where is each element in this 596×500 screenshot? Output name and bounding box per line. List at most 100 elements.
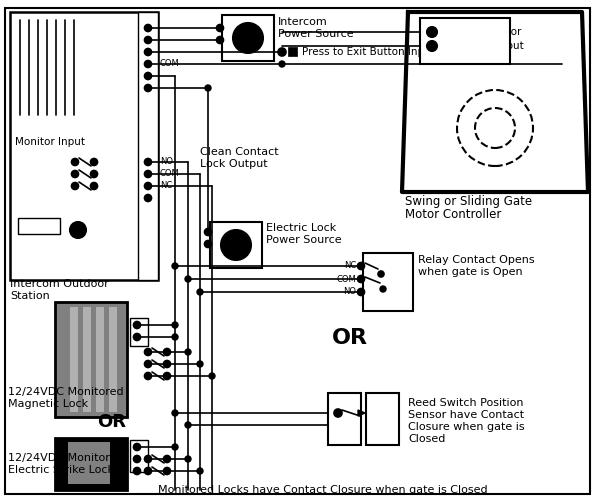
Circle shape [144, 348, 151, 356]
Text: Magnetic Lock: Magnetic Lock [8, 399, 88, 409]
Text: Power Source: Power Source [266, 235, 342, 245]
Circle shape [163, 456, 170, 462]
Circle shape [209, 373, 215, 379]
Circle shape [144, 182, 151, 190]
Circle shape [197, 468, 203, 474]
Bar [68, 442, 110, 484]
Circle shape [204, 228, 212, 235]
Text: OR: OR [98, 413, 126, 431]
Text: NC: NC [344, 262, 356, 270]
Text: Electric Lock: Electric Lock [266, 223, 336, 233]
Bar [55, 438, 127, 490]
Circle shape [144, 194, 151, 202]
Circle shape [358, 276, 365, 282]
Circle shape [378, 271, 384, 277]
Circle shape [91, 158, 98, 166]
Circle shape [144, 456, 151, 462]
Circle shape [134, 456, 141, 462]
Circle shape [216, 36, 224, 44]
Text: ~: ~ [241, 29, 256, 47]
Text: 12/24VDC Monitored: 12/24VDC Monitored [8, 453, 123, 463]
Circle shape [144, 84, 151, 91]
Bar [222, 15, 274, 61]
Text: Clean Contact: Clean Contact [200, 147, 278, 157]
Text: Closure when gate is: Closure when gate is [408, 422, 524, 432]
Circle shape [163, 468, 170, 474]
Circle shape [172, 263, 178, 269]
Text: Motor Controller: Motor Controller [405, 208, 501, 220]
Circle shape [72, 158, 79, 166]
Circle shape [134, 322, 141, 328]
Text: Intercom: Intercom [278, 17, 328, 27]
Text: NO: NO [160, 158, 173, 166]
Text: NC: NC [160, 182, 172, 190]
Bar [18, 218, 60, 234]
Text: Reed Switch Position: Reed Switch Position [408, 398, 523, 408]
Bar [366, 393, 399, 445]
Circle shape [144, 72, 151, 80]
Bar [109, 307, 117, 412]
Circle shape [334, 409, 342, 417]
Text: Electric Strike Lock: Electric Strike Lock [8, 465, 114, 475]
Circle shape [197, 289, 203, 295]
Circle shape [185, 276, 191, 282]
Circle shape [172, 334, 178, 340]
Circle shape [163, 360, 170, 368]
Text: OR: OR [332, 328, 368, 348]
Circle shape [427, 41, 437, 51]
Text: COM: COM [160, 170, 180, 178]
Circle shape [278, 48, 286, 56]
Circle shape [134, 444, 141, 450]
Circle shape [134, 334, 141, 340]
Bar [130, 318, 148, 346]
Circle shape [185, 456, 191, 462]
Circle shape [144, 36, 151, 44]
Circle shape [172, 410, 178, 416]
Circle shape [91, 182, 98, 190]
Circle shape [205, 85, 211, 91]
Bar [328, 393, 361, 445]
Bar [96, 307, 104, 412]
Text: Press to Exit Button Input: Press to Exit Button Input [302, 47, 435, 57]
Circle shape [358, 262, 365, 270]
Text: NO: NO [343, 288, 356, 296]
Bar [10, 12, 158, 280]
Circle shape [134, 468, 141, 474]
Circle shape [185, 349, 191, 355]
Circle shape [144, 468, 151, 474]
Text: Monitor Input: Monitor Input [15, 137, 85, 147]
Text: COM: COM [160, 60, 180, 68]
Text: Monitored Locks have Contact Closure when gate is Closed: Monitored Locks have Contact Closure whe… [158, 485, 488, 495]
Text: Intercom Outdoor: Intercom Outdoor [10, 279, 108, 289]
Text: when gate is Open: when gate is Open [418, 267, 523, 277]
Text: 12/24VDC Monitored: 12/24VDC Monitored [8, 387, 123, 397]
Text: Sensor have Contact: Sensor have Contact [408, 410, 524, 420]
Circle shape [144, 360, 151, 368]
Circle shape [72, 182, 79, 190]
Circle shape [427, 27, 437, 37]
Bar [288, 47, 297, 56]
Bar [55, 302, 127, 417]
Bar [210, 222, 262, 268]
Circle shape [185, 422, 191, 428]
Circle shape [279, 49, 285, 55]
Bar [130, 440, 148, 472]
Circle shape [197, 361, 203, 367]
Circle shape [163, 348, 170, 356]
Text: Open Indicator: Open Indicator [444, 27, 522, 37]
Circle shape [144, 48, 151, 56]
Circle shape [216, 24, 224, 32]
Text: Power Source: Power Source [278, 29, 353, 39]
Circle shape [72, 170, 79, 177]
Circle shape [91, 170, 98, 177]
Circle shape [358, 288, 365, 296]
Text: ~: ~ [228, 236, 244, 254]
Circle shape [70, 222, 86, 238]
Circle shape [204, 240, 212, 248]
Circle shape [144, 60, 151, 68]
Bar [138, 12, 158, 280]
Text: or Light Output: or Light Output [444, 41, 524, 51]
Circle shape [163, 372, 170, 380]
Text: COM: COM [336, 274, 356, 283]
Circle shape [172, 444, 178, 450]
